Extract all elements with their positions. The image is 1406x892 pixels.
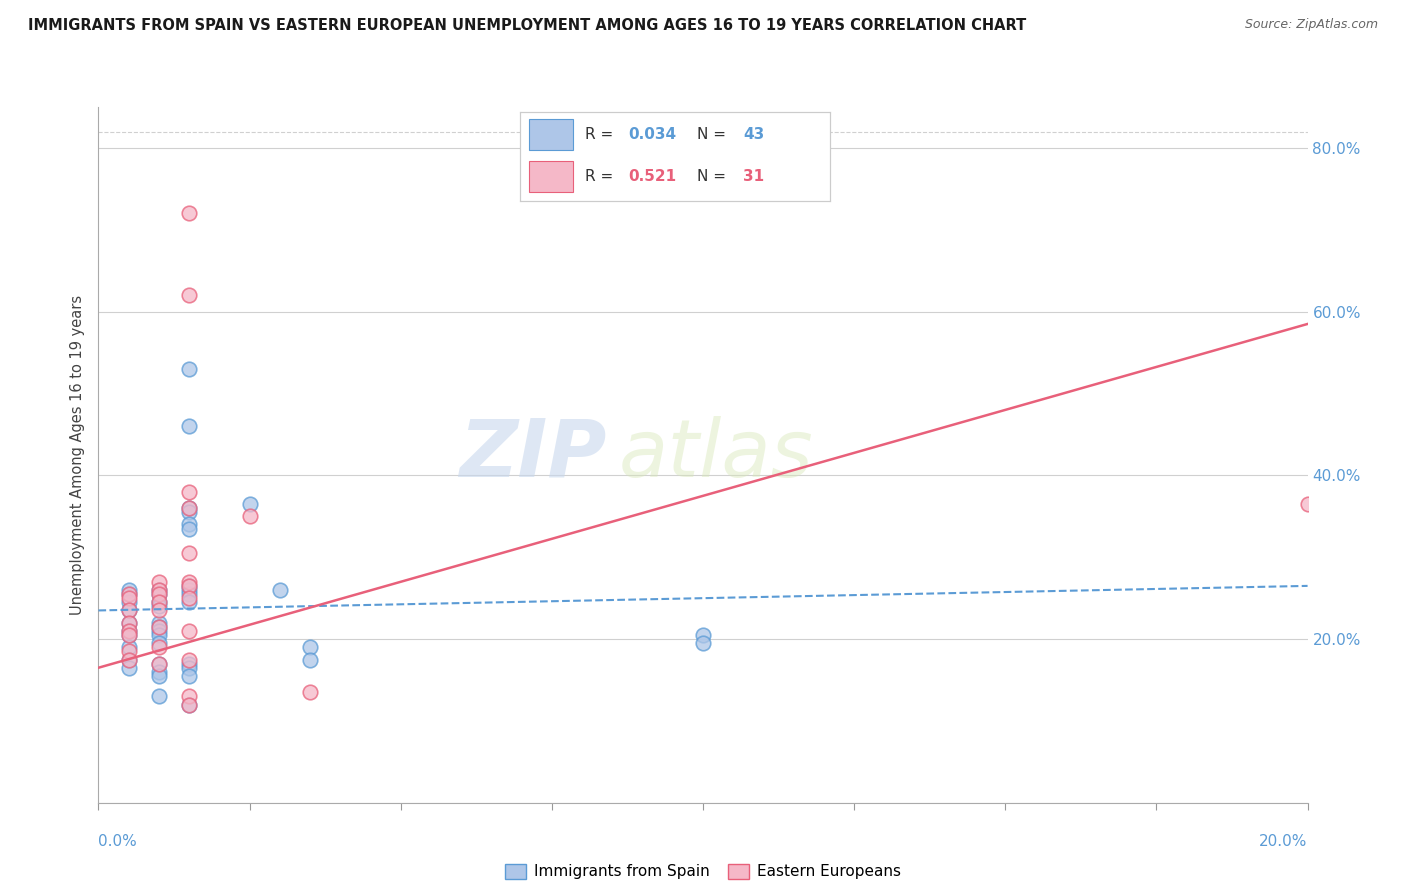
Point [179, 595, 201, 609]
Point [118, 603, 141, 617]
Point [179, 591, 201, 606]
Point [179, 698, 201, 712]
Point [118, 661, 141, 675]
Point [179, 579, 201, 593]
Text: 31: 31 [742, 169, 763, 184]
FancyBboxPatch shape [530, 119, 572, 150]
Point [179, 698, 201, 712]
Point [118, 652, 141, 666]
Point [179, 484, 201, 499]
Point [179, 657, 201, 671]
Text: 0.0%: 0.0% [98, 834, 138, 849]
Point [118, 587, 141, 601]
Point [118, 624, 141, 638]
Point [299, 652, 322, 666]
Point [1296, 497, 1319, 511]
Point [179, 501, 201, 516]
Point [118, 628, 141, 642]
Point [118, 644, 141, 658]
Point [179, 587, 201, 601]
Point [179, 574, 201, 589]
Point [148, 665, 170, 679]
Point [179, 652, 201, 666]
Point [179, 579, 201, 593]
FancyBboxPatch shape [530, 161, 572, 192]
Point [692, 636, 714, 650]
Point [148, 624, 170, 638]
Text: 43: 43 [742, 127, 765, 142]
Text: 0.521: 0.521 [628, 169, 676, 184]
Text: N =: N = [696, 127, 730, 142]
Point [118, 587, 141, 601]
Point [179, 288, 201, 302]
Point [148, 690, 170, 704]
Point [179, 582, 201, 597]
Point [299, 640, 322, 655]
Text: 20.0%: 20.0% [1260, 834, 1308, 849]
Point [148, 587, 170, 601]
Point [118, 624, 141, 638]
Point [179, 419, 201, 434]
Point [118, 640, 141, 655]
Point [179, 661, 201, 675]
Text: Source: ZipAtlas.com: Source: ZipAtlas.com [1244, 18, 1378, 31]
Text: R =: R = [585, 127, 619, 142]
Text: atlas: atlas [619, 416, 813, 494]
Point [299, 685, 322, 699]
Point [179, 624, 201, 638]
Point [148, 615, 170, 630]
Point [148, 669, 170, 683]
Point [179, 206, 201, 220]
Point [148, 657, 170, 671]
Point [148, 574, 170, 589]
Point [179, 501, 201, 516]
Text: ZIP: ZIP [458, 416, 606, 494]
Point [148, 595, 170, 609]
Point [118, 603, 141, 617]
Point [148, 599, 170, 614]
Point [148, 628, 170, 642]
Point [179, 505, 201, 519]
Point [118, 582, 141, 597]
Point [148, 640, 170, 655]
Point [148, 582, 170, 597]
Point [118, 652, 141, 666]
Point [179, 669, 201, 683]
Point [148, 620, 170, 634]
Text: N =: N = [696, 169, 730, 184]
Text: IMMIGRANTS FROM SPAIN VS EASTERN EUROPEAN UNEMPLOYMENT AMONG AGES 16 TO 19 YEARS: IMMIGRANTS FROM SPAIN VS EASTERN EUROPEA… [28, 18, 1026, 33]
Point [148, 636, 170, 650]
Point [118, 615, 141, 630]
Y-axis label: Unemployment Among Ages 16 to 19 years: Unemployment Among Ages 16 to 19 years [70, 295, 86, 615]
Point [148, 620, 170, 634]
Point [239, 497, 262, 511]
Point [179, 362, 201, 376]
Point [179, 517, 201, 532]
Text: R =: R = [585, 169, 619, 184]
Text: 0.034: 0.034 [628, 127, 676, 142]
Point [118, 628, 141, 642]
Point [179, 690, 201, 704]
Point [148, 587, 170, 601]
Point [148, 582, 170, 597]
Point [148, 657, 170, 671]
Point [118, 595, 141, 609]
Legend: Immigrants from Spain, Eastern Europeans: Immigrants from Spain, Eastern Europeans [499, 857, 907, 886]
Point [118, 615, 141, 630]
Point [269, 582, 291, 597]
Point [179, 522, 201, 536]
Point [179, 546, 201, 560]
Point [148, 595, 170, 609]
Point [118, 591, 141, 606]
Point [239, 509, 262, 524]
Point [148, 603, 170, 617]
Point [692, 628, 714, 642]
